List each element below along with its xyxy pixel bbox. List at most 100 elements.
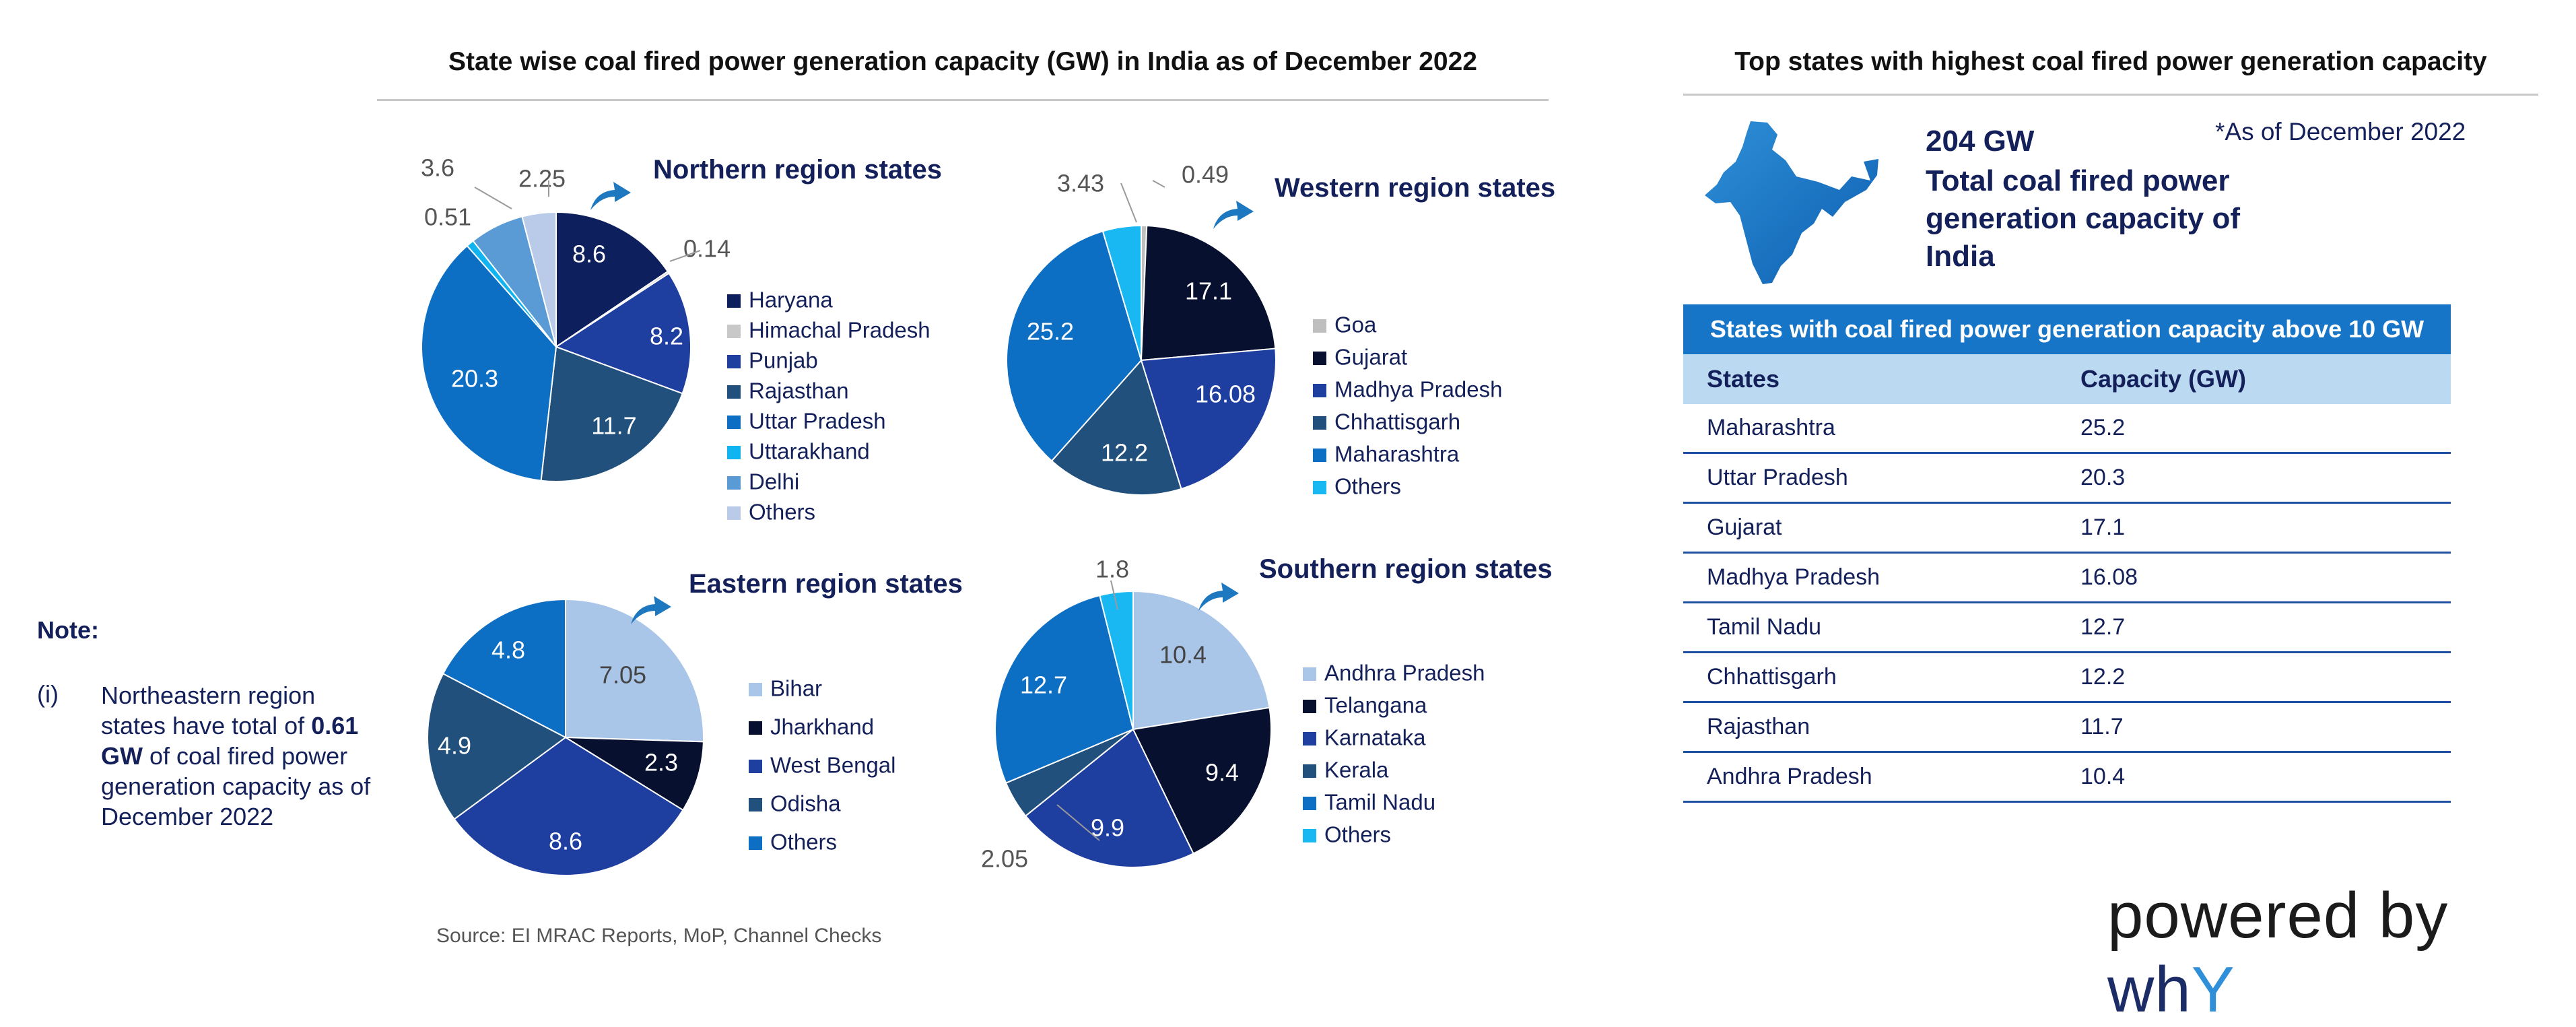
legend-label: Others xyxy=(749,500,815,525)
legend-swatch xyxy=(749,721,762,735)
data-label: 10.4 xyxy=(1159,641,1207,669)
region-title: Southern region states xyxy=(1259,554,1553,584)
legend-swatch xyxy=(727,476,741,490)
table-row: Andhra Pradesh 10.4 xyxy=(1683,753,2451,803)
legend-label: Haryana xyxy=(749,288,833,312)
table-row: Chhattisgarh 12.2 xyxy=(1683,653,2451,703)
data-label: 0.49 xyxy=(1182,161,1229,189)
data-label: 16.08 xyxy=(1195,380,1256,408)
india-map-icon xyxy=(1705,121,1878,284)
powered-by-text: powered by xyxy=(2107,880,2449,952)
legend-swatch xyxy=(1303,667,1316,681)
pie-slice xyxy=(1024,728,1194,868)
legend-swatch xyxy=(1303,732,1316,746)
legend-label: Uttar Pradesh xyxy=(749,409,886,434)
legend-label: Kerala xyxy=(1324,758,1389,783)
data-label: 4.9 xyxy=(438,732,471,760)
table-cell-state: Tamil Nadu xyxy=(1707,614,1822,640)
table-cell-state: Maharashtra xyxy=(1707,415,1835,440)
data-label: 0.51 xyxy=(424,203,471,231)
data-label: 4.8 xyxy=(492,636,525,664)
legend-label: Jharkhand xyxy=(770,715,874,739)
table-heading: States with coal fired power generation … xyxy=(1683,304,2451,354)
leader-line xyxy=(474,187,512,209)
pie-slice xyxy=(1132,590,1270,731)
legend-label: Others xyxy=(1324,822,1391,847)
table-cell-capacity: 11.7 xyxy=(2080,714,2124,739)
data-label: 11.7 xyxy=(591,412,636,440)
pie-slice xyxy=(421,244,557,482)
brand-part-a: wh xyxy=(2107,954,2192,1026)
leader-line xyxy=(1152,180,1165,188)
total-capacity-description: Total coal fired power generation capaci… xyxy=(1926,164,2241,273)
legend-swatch xyxy=(1313,416,1326,430)
pie-slice xyxy=(555,211,669,348)
powered-by-logo: powered by whY xyxy=(2107,879,2576,1027)
leader-line xyxy=(669,250,701,262)
legend-swatch xyxy=(1313,481,1326,494)
table-row: Maharashtra 25.2 xyxy=(1683,404,2451,454)
legend-label: Andhra Pradesh xyxy=(1324,661,1485,686)
legend-swatch xyxy=(1313,352,1326,365)
legend-label: Gujarat xyxy=(1334,345,1407,370)
table-cell-state: Andhra Pradesh xyxy=(1707,764,1872,789)
curved-arrow-icon xyxy=(590,182,631,210)
note-highlight: 0.61 GW xyxy=(101,712,359,770)
legend-label: Uttarakhand xyxy=(749,439,870,464)
table-cell-capacity: 25.2 xyxy=(2080,415,2126,440)
curved-arrow-icon xyxy=(631,596,671,624)
note-index: (i) xyxy=(37,680,59,708)
data-label: 17.1 xyxy=(1185,277,1232,305)
pie-charts: 8.6 0.14 8.2 11.7 20.3 0.51 3.6 2.25 Northern re… xyxy=(421,121,1878,876)
table-column-header: States Capacity (GW) xyxy=(1683,354,2451,404)
legend-swatch xyxy=(1303,829,1316,842)
pie-slice xyxy=(427,672,567,820)
data-label: 12.2 xyxy=(1101,439,1148,467)
pie-slice xyxy=(565,598,704,743)
table-cell-capacity: 16.08 xyxy=(2080,564,2138,590)
legend-swatch xyxy=(1313,449,1326,462)
legend-label: Punjab xyxy=(749,348,818,373)
legend-swatch xyxy=(1303,797,1316,810)
title-divider xyxy=(377,99,1549,101)
leader-line xyxy=(1110,580,1118,610)
legend-label: Rajasthan xyxy=(749,378,849,403)
pie-slice xyxy=(563,736,704,811)
legend-swatch xyxy=(727,294,741,308)
as-of-note: *As of December 2022 xyxy=(2215,118,2466,145)
data-label: 25.2 xyxy=(1027,318,1074,345)
pie-slice xyxy=(1006,230,1143,462)
legend-label: Himachal Pradesh xyxy=(749,318,930,343)
legend-label: Odisha xyxy=(770,791,841,816)
table-row: Gujarat 17.1 xyxy=(1683,504,2451,554)
legend-label: Others xyxy=(770,830,837,855)
legend-swatch xyxy=(727,355,741,368)
legend-label: Tamil Nadu xyxy=(1324,790,1435,815)
data-label: 9.4 xyxy=(1205,759,1239,787)
table-cell-capacity: 12.7 xyxy=(2080,614,2126,640)
legend-swatch xyxy=(749,683,762,696)
pie-slice xyxy=(1050,359,1182,496)
legend-label: West Bengal xyxy=(770,753,896,778)
pie-slice xyxy=(994,594,1134,784)
legend-label: Chhattisgarh xyxy=(1334,409,1460,434)
data-label: 8.2 xyxy=(650,323,683,350)
curved-arrow-icon xyxy=(1198,583,1239,611)
total-capacity-value: 204 GW xyxy=(1926,125,2035,158)
pie-slice xyxy=(540,345,683,482)
legend-label: Karnataka xyxy=(1324,725,1426,750)
pie-slice xyxy=(521,211,557,347)
data-label: 7.05 xyxy=(599,661,646,689)
table-cell-state: Gujarat xyxy=(1707,515,1782,540)
table-cell-state: Rajasthan xyxy=(1707,714,1810,739)
data-label: 8.6 xyxy=(549,828,582,855)
main-chart-title: State wise coal fired power generation c… xyxy=(448,47,1477,76)
legend-swatch xyxy=(1313,319,1326,333)
note-heading: Note: xyxy=(37,616,99,644)
pie-slice xyxy=(1101,224,1142,361)
data-label: 20.3 xyxy=(451,365,498,393)
legend-label: Goa xyxy=(1334,312,1377,337)
note-text-before: Northeastern region states have total of xyxy=(101,682,316,739)
table-body: Maharashtra 25.2 Uttar Pradesh 20.3 Gujarat 1… xyxy=(1683,404,2451,803)
legend-swatch xyxy=(1303,700,1316,713)
